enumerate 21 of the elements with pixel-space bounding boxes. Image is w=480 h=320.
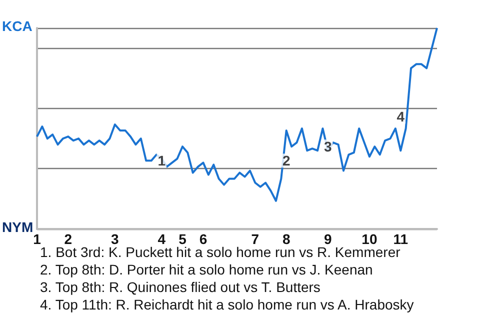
- text: KCA: [2, 18, 32, 34]
- annotation: 3: [324, 138, 332, 155]
- x-tick-label: 11: [393, 231, 408, 247]
- x-tick-label: 2: [64, 231, 72, 247]
- text: NYM: [2, 219, 34, 235]
- x-tick-label: 3: [111, 231, 120, 247]
- x-tick-label: 4: [158, 231, 166, 247]
- x-tick-label: 9: [324, 231, 332, 247]
- x-tick-label: 10: [362, 231, 378, 247]
- text: 2. Top 8th: D. Porter hit a solo home run vs J. Keenan: [40, 262, 373, 278]
- x-tick-label: 1: [33, 231, 42, 247]
- annotation: 1: [158, 152, 166, 169]
- x-tick-label: 6: [199, 231, 208, 247]
- annotation: 4: [396, 108, 405, 124]
- x-tick-label: 7: [251, 231, 260, 247]
- text: 1. Bot 3rd: K. Puckett hit a solo home run vs R. Kemmerer: [40, 244, 401, 260]
- text: 3. Top 8th: R. Quinones flied out vs T. Butters: [40, 279, 320, 295]
- annotation: 2: [282, 152, 290, 169]
- text: 4. Top 11th: R. Reichardt hit a solo home run vs A. Hrabosky: [40, 296, 414, 312]
- x-tick-label: 8: [282, 231, 290, 247]
- x-tick-label: 5: [178, 231, 187, 247]
